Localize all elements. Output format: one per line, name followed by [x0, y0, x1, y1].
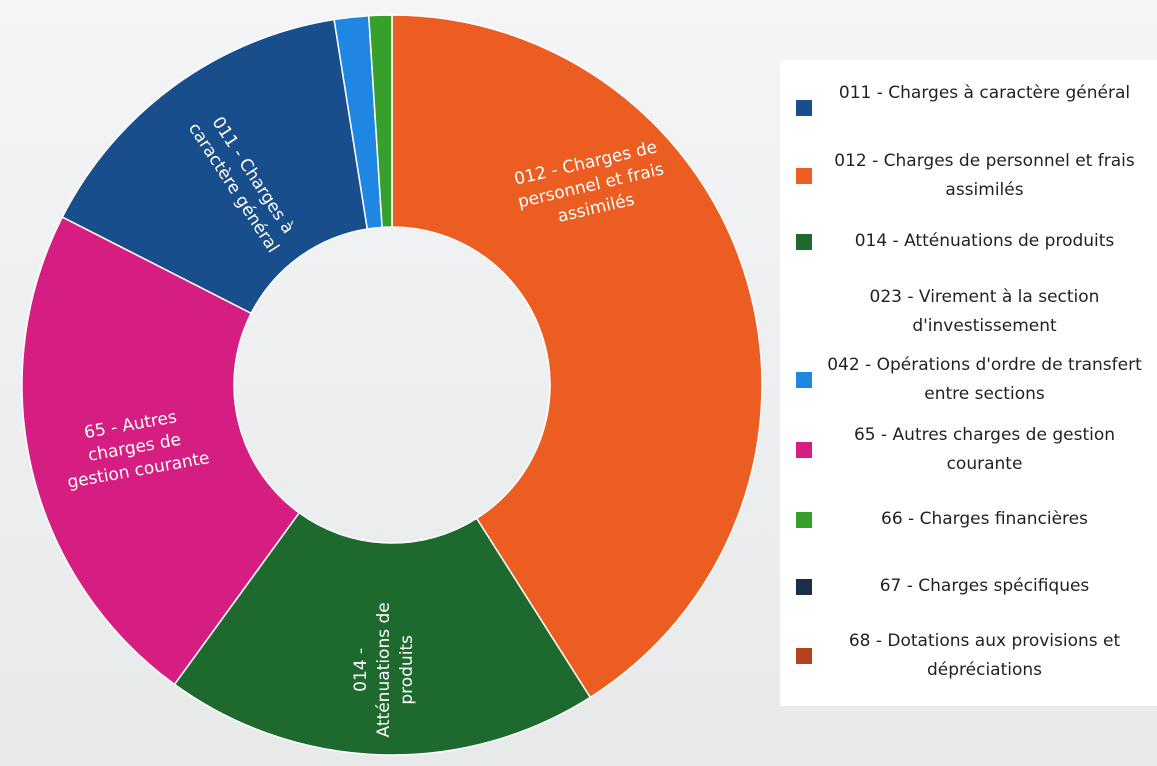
legend-item-67: 67 - Charges spécifiques [780, 570, 1157, 604]
legend-label-023: 023 - Virement à la section d'investisse… [869, 287, 1100, 336]
slice-011 [61, 18, 369, 315]
legend-item-042: 042 - Opérations d'ordre de transfert en… [780, 350, 1157, 410]
legend-swatch-65 [796, 442, 812, 458]
slices-layer [21, 14, 763, 756]
legend-label-68: 68 - Dotations aux provisions et dépréci… [848, 631, 1121, 680]
legend-label-66: 66 - Charges financières [881, 509, 1088, 529]
legend: 011 - Charges à caractère général 012 - … [780, 60, 1157, 706]
legend-item-023: 023 - Virement à la section d'investisse… [780, 282, 1157, 342]
slice-012 [391, 14, 763, 699]
legend-swatch-042 [796, 372, 812, 388]
slice-014 [173, 511, 592, 756]
legend-swatch-011 [796, 100, 812, 116]
legend-swatch-023 [796, 304, 812, 320]
legend-item-68: 68 - Dotations aux provisions et dépréci… [780, 626, 1157, 686]
legend-swatch-67 [796, 579, 812, 595]
legend-label-67: 67 - Charges spécifiques [879, 576, 1090, 596]
legend-item-65: 65 - Autres charges de gestion courante [780, 420, 1157, 480]
legend-label-65: 65 - Autres charges de gestion courante [853, 425, 1116, 474]
slice-66 [367, 14, 393, 229]
legend-swatch-012 [796, 168, 812, 184]
legend-swatch-68 [796, 648, 812, 664]
legend-item-011: 011 - Charges à caractère général [780, 78, 1157, 138]
legend-item-014: 014 - Atténuations de produits [780, 225, 1157, 259]
legend-label-011: 011 - Charges à caractère général [838, 83, 1131, 103]
legend-item-66: 66 - Charges financières [780, 503, 1157, 537]
legend-label-042: 042 - Opérations d'ordre de transfert en… [827, 355, 1142, 404]
slice-label-014: 014 - Atténuations de produits [351, 602, 417, 737]
legend-label-014: 014 - Atténuations de produits [854, 231, 1115, 251]
slice-65 [21, 216, 301, 686]
legend-swatch-014 [796, 234, 812, 250]
legend-swatch-66 [796, 512, 812, 528]
legend-label-012: 012 - Charges de personnel et frais assi… [834, 151, 1135, 200]
legend-item-012: 012 - Charges de personnel et frais assi… [780, 146, 1157, 206]
